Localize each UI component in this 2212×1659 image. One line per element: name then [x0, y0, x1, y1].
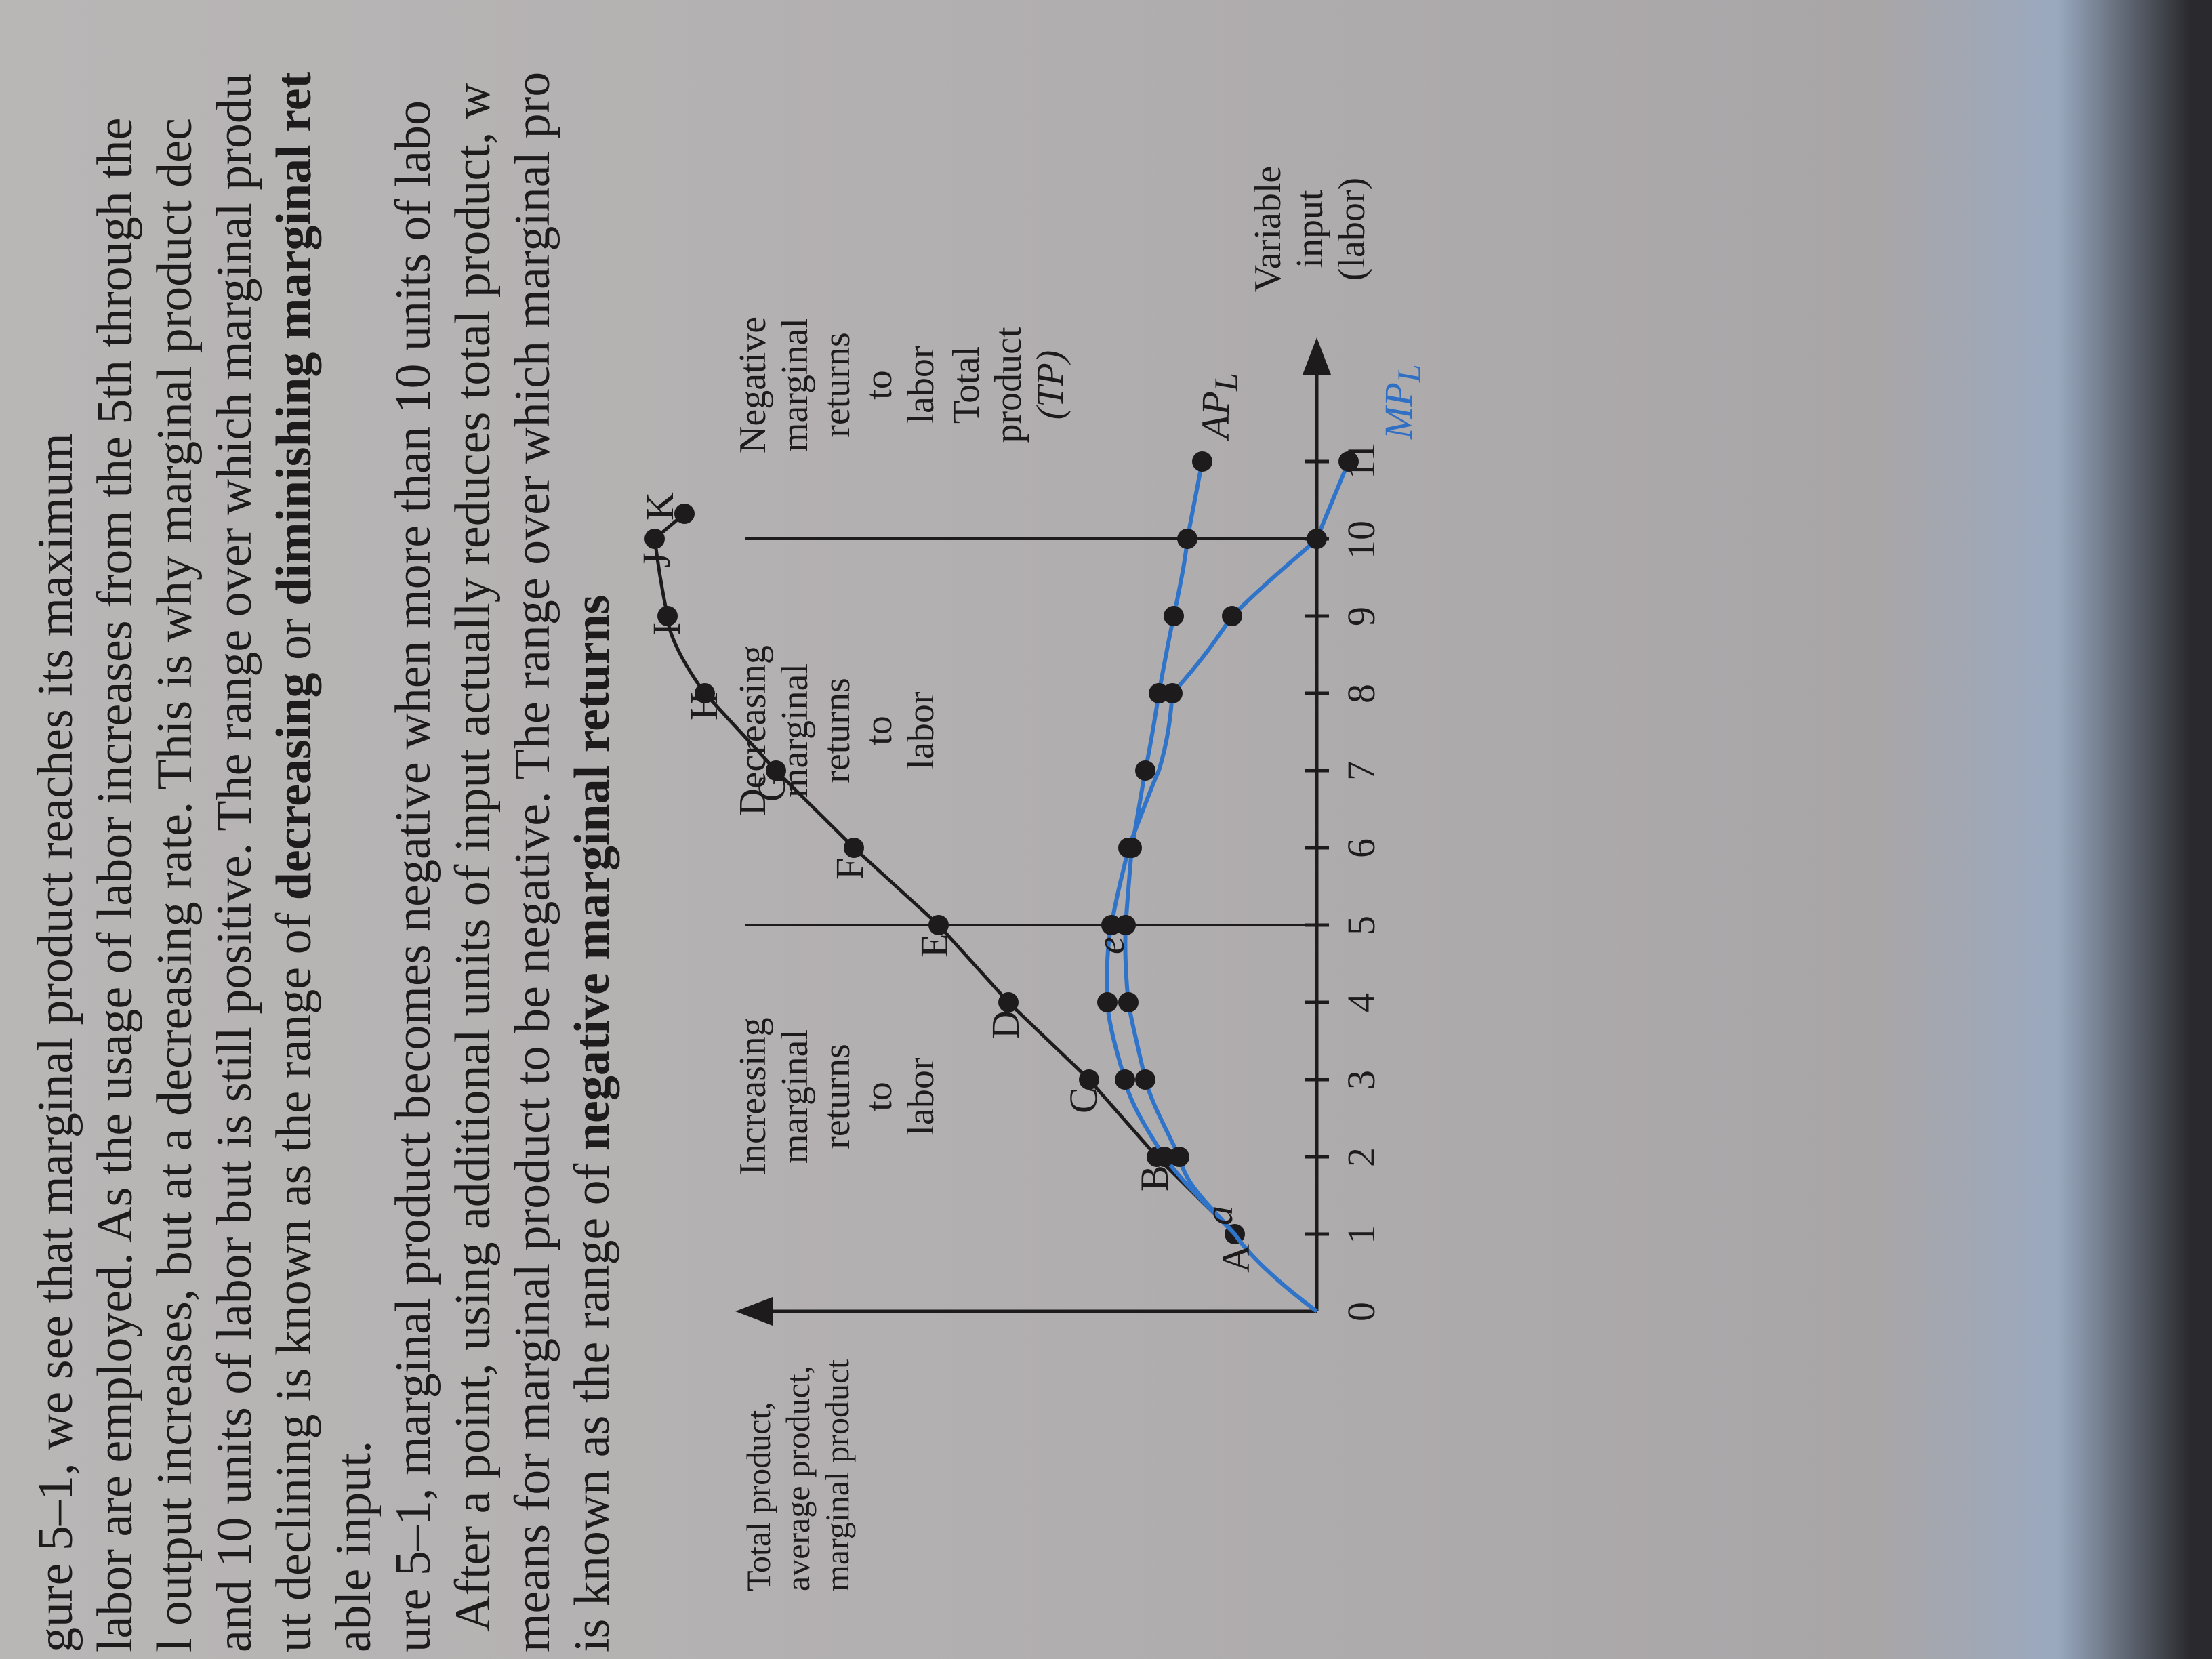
point-label-C: C — [1061, 1087, 1105, 1113]
region-decreasing: Decreasing marginal returns to labor — [732, 645, 942, 816]
point-label-J: J — [634, 552, 678, 568]
tp-label: Total product (TP) — [945, 327, 1071, 443]
tick-label: 4 — [1339, 993, 1383, 1012]
point-label-D: D — [983, 1010, 1027, 1039]
x-axis-arrow-icon — [1303, 337, 1331, 375]
tick-label: 6 — [1339, 838, 1383, 858]
tick-label: 11 — [1339, 442, 1383, 480]
mp-label: MPL — [1376, 364, 1428, 439]
x-axis-label: Variable input (labor) — [1247, 165, 1373, 293]
point-label-a: a — [1197, 1206, 1241, 1225]
region-negative: Negative marginal returns to labor — [732, 316, 942, 454]
point-label-A: A — [1214, 1244, 1258, 1273]
y-axis-label: Total product, average product, marginal… — [739, 1359, 856, 1591]
tick-label: 7 — [1339, 761, 1383, 781]
ap-label: APL — [1193, 373, 1245, 439]
region-increasing: Increasing marginal returns to labor — [732, 1017, 942, 1176]
point-label-I: I — [644, 622, 689, 636]
point-label-H: H — [682, 692, 726, 720]
ap-points — [1115, 451, 1212, 1167]
tick-label: 1 — [1339, 1225, 1383, 1244]
tick-label: 5 — [1339, 916, 1383, 935]
tick-label: 8 — [1339, 684, 1383, 703]
mp-points — [1097, 451, 1359, 1167]
point-label-e: e — [1088, 937, 1132, 954]
y-axis-arrow-icon — [735, 1297, 773, 1326]
tick-label: 0 — [1339, 1302, 1383, 1322]
point-label-B: B — [1132, 1165, 1176, 1191]
tick-label: 10 — [1339, 520, 1383, 560]
tick-label: 2 — [1339, 1147, 1383, 1167]
point-label-K: K — [638, 492, 682, 520]
tick-label: 3 — [1339, 1070, 1383, 1090]
tick-label: 9 — [1339, 607, 1383, 626]
